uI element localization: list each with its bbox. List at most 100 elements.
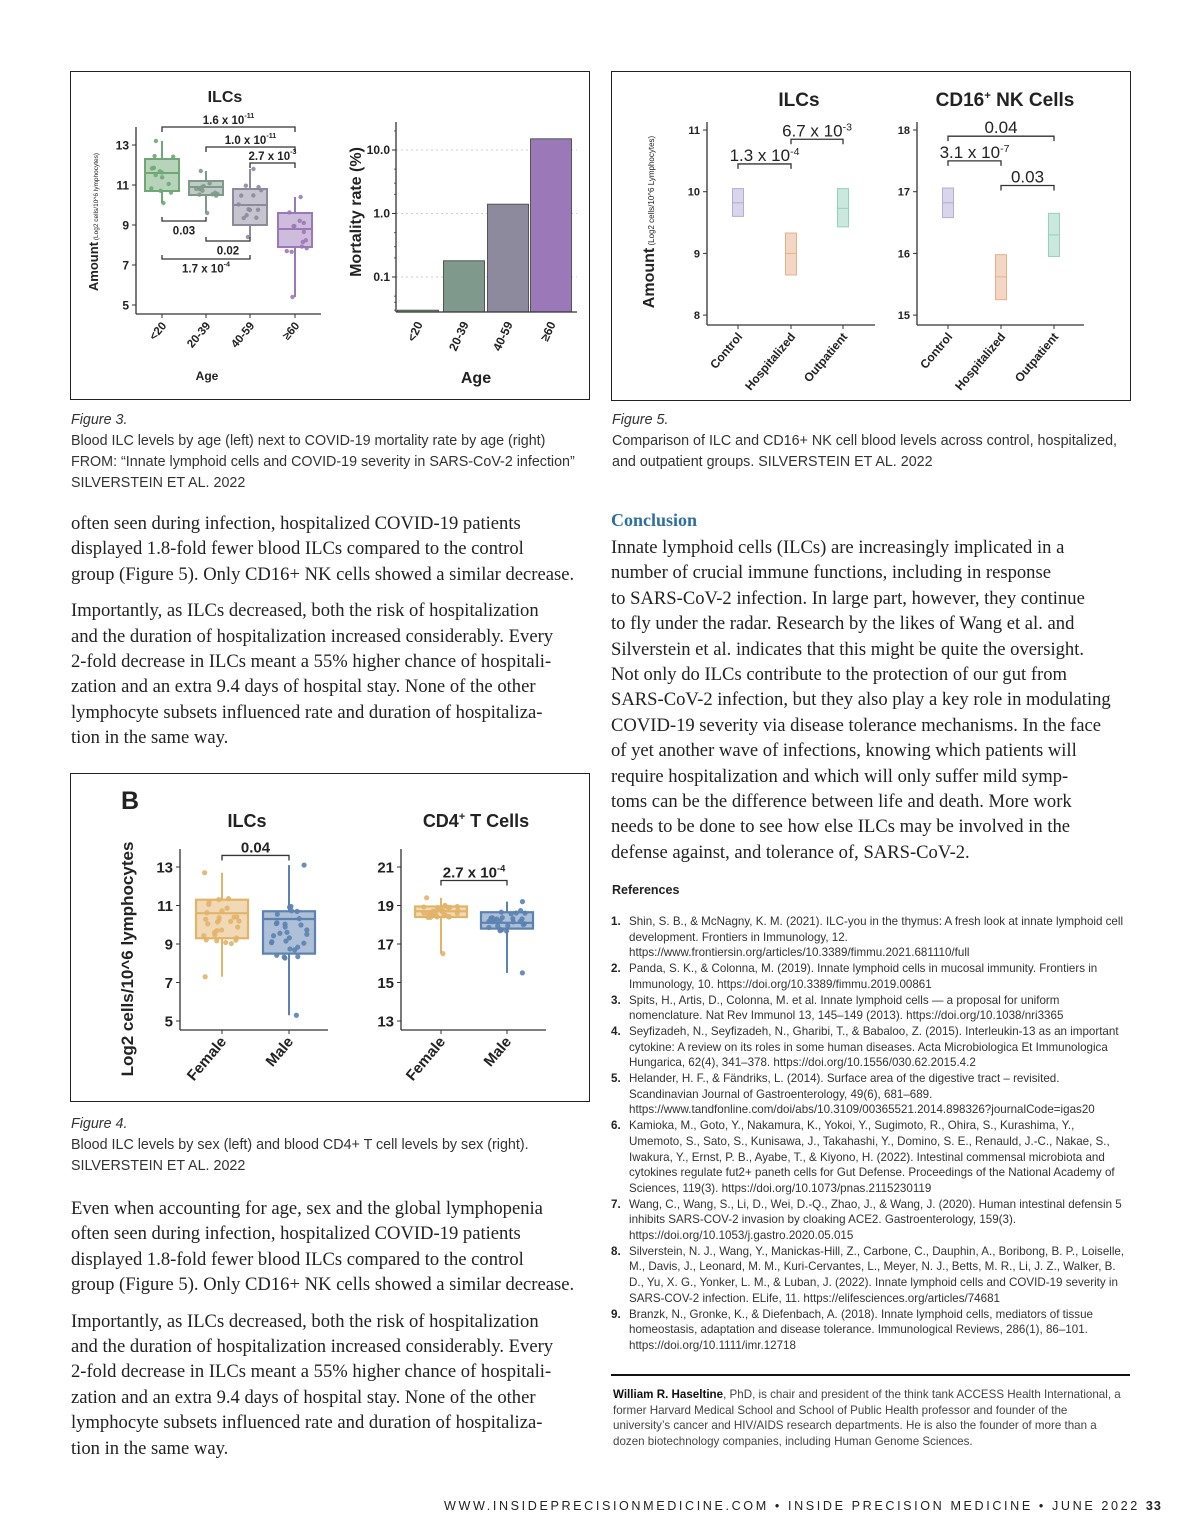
- jitter-point: [194, 186, 199, 192]
- text-line: defense against, and tolerance of, SARS-…: [611, 841, 970, 863]
- jitter-point: [488, 915, 494, 921]
- jitter-point: [297, 218, 302, 224]
- chart-title: ILCs: [778, 90, 819, 111]
- p-value-label: 0.02: [217, 246, 239, 258]
- reference-number: 6.: [611, 1119, 621, 1133]
- y-axis-label: Amount (Log2 cells/10^6 lymphocytes): [86, 153, 101, 291]
- y-axis-label: Log2 cells/10^6 lymphocytes: [118, 842, 137, 1077]
- jitter-point: [301, 220, 306, 226]
- label-exponent: -7: [1000, 143, 1010, 155]
- jitter-point: [274, 952, 280, 958]
- jitter-point: [201, 183, 206, 189]
- jitter-point: [197, 192, 202, 197]
- text-line: tion in the same way.: [71, 1437, 229, 1459]
- bar: [530, 138, 572, 313]
- reference-number: 5.: [611, 1072, 621, 1086]
- y-tick-label: 7: [165, 975, 173, 992]
- label-exponent: -11: [244, 112, 254, 120]
- paragraph: often seen during infection, hospitalize…: [71, 511, 574, 587]
- text-line: group (Figure 5). Only CD16+ NK cells sh…: [71, 563, 575, 585]
- text-line: to fly under the radar. Research by the …: [611, 613, 1075, 635]
- jitter-point: [513, 910, 519, 916]
- jitter-point: [225, 896, 232, 902]
- y-tick-label: 5: [122, 298, 129, 312]
- jitter-point: [251, 193, 256, 198]
- reference-text: Spits, H., Artis, D., Colonna, M. et al.…: [629, 993, 1064, 1023]
- figure-4-chart: B 5 7 9 11 13 ILCs Female Male 0.04 13 15 17 19 21 CD4+…: [118, 787, 546, 1084]
- caption-line: SILVERSTEIN ET AL. 2022: [71, 475, 246, 491]
- jitter-point: [424, 895, 430, 901]
- bar: [487, 203, 529, 313]
- jitter-point: [304, 245, 309, 251]
- jitter-point: [283, 938, 289, 944]
- author-bio-text: , PhD, is chair and president of the thi…: [613, 1388, 1121, 1449]
- jitter-point: [274, 911, 280, 917]
- jitter-point: [298, 194, 303, 200]
- label-text: 3.1 x 10: [940, 143, 1001, 162]
- p-value-label: 1.3 x 10-4: [730, 146, 800, 165]
- paragraph: Importantly, as ILCs decreased, both the…: [71, 598, 574, 750]
- jitter-point: [236, 918, 242, 924]
- jitter-point: [518, 908, 524, 914]
- reference-number: 4.: [611, 1024, 621, 1038]
- jitter-point: [299, 244, 305, 249]
- caption-line: Comparison of ILC and CD16+ NK cell bloo…: [612, 433, 1118, 449]
- jitter-point: [274, 920, 280, 926]
- p-value-label: 3.1 x 10-7: [940, 143, 1010, 162]
- text-line: zation and an extra 9.4 days of hospital…: [71, 1386, 536, 1408]
- figure-3: 5 7 9 11 13 ILCs <20 20-39 40-59 ≥60 1.6 x 10-11 1.…: [70, 71, 590, 400]
- jitter-point: [198, 168, 203, 174]
- reference-item: 4. Seyfizadeh, N., Seyfizadeh, N., Gharib…: [611, 1024, 1126, 1071]
- y-tick-label: 9: [165, 936, 173, 953]
- divider: [611, 1374, 1130, 1376]
- box-1: Male: [479, 899, 535, 1070]
- jitter-point: [168, 190, 174, 195]
- box-3: ≥60: [277, 194, 313, 343]
- jitter-point: [218, 927, 225, 933]
- jitter-point: [149, 186, 154, 191]
- jitter-point: [425, 914, 431, 921]
- jitter-point: [166, 181, 171, 187]
- text-line: Importantly, as ILCs decreased, both the…: [71, 600, 539, 622]
- box-2: Outpatient: [801, 188, 850, 385]
- ylabel-subtext: (Log2 cells/10^6 Lymphocytes): [647, 135, 656, 247]
- chart-title: ILCs: [227, 811, 266, 831]
- figure-4: B 5 7 9 11 13 ILCs Female Male 0.04 13 15 17 19 21 CD4+…: [70, 773, 590, 1102]
- p-value-label: 0.04: [984, 118, 1017, 137]
- y-axis-label: Amount (Log2 cells/10^6 Lymphocytes): [641, 135, 658, 308]
- jitter-point: [235, 924, 241, 930]
- label-exponent: -4: [224, 261, 230, 269]
- figure-5: 8 9 10 11 ILCs Control Hospitalized Outpatient 1…: [611, 71, 1131, 401]
- x-tick-label: Outpatient: [801, 330, 850, 385]
- jitter-point: [520, 922, 526, 928]
- y-tick-label: 19: [377, 898, 394, 915]
- reference-item: 3. Spits, H., Artis, D., Colonna, M. et a…: [611, 993, 1126, 1024]
- jitter-point: [455, 907, 461, 914]
- reference-item: 2. Panda, S. K., & Colonna, M. (2019). In…: [611, 961, 1126, 992]
- x-tick-label: 40-59: [490, 319, 516, 353]
- text-line: Silverstein et al. indicates that this m…: [611, 638, 1085, 660]
- title-text: T Cells: [465, 811, 529, 831]
- title-text: ILCs: [227, 811, 266, 831]
- significance-bracket: [947, 135, 1055, 142]
- jitter-point: [236, 202, 241, 207]
- jitter-point: [519, 899, 526, 905]
- jitter-point: [216, 914, 222, 921]
- y-tick-label: 21: [377, 859, 394, 876]
- jitter-point: [251, 166, 256, 172]
- p-value-label: 2.7 x 10-4: [443, 863, 506, 881]
- jitter-point: [159, 175, 165, 180]
- text-line: lymphocyte subsets influenced rate and d…: [71, 701, 543, 723]
- jitter-point: [519, 970, 525, 976]
- jitter-point: [440, 951, 446, 957]
- jitter-point: [447, 904, 453, 910]
- label-text: 2.7 x 10: [443, 864, 497, 881]
- text-line: of yet another wave of infections, knowi…: [611, 740, 1077, 762]
- chart-panel-fig4-cd4-sex: 13 15 17 19 21 CD4+ T Cells Female Male 2.7 x 10…: [377, 811, 546, 1084]
- jitter-point: [295, 954, 301, 960]
- reference-number: 2.: [611, 962, 621, 976]
- jitter-point: [301, 229, 307, 235]
- label-exponent: -3: [290, 148, 296, 156]
- jitter-point: [442, 902, 448, 909]
